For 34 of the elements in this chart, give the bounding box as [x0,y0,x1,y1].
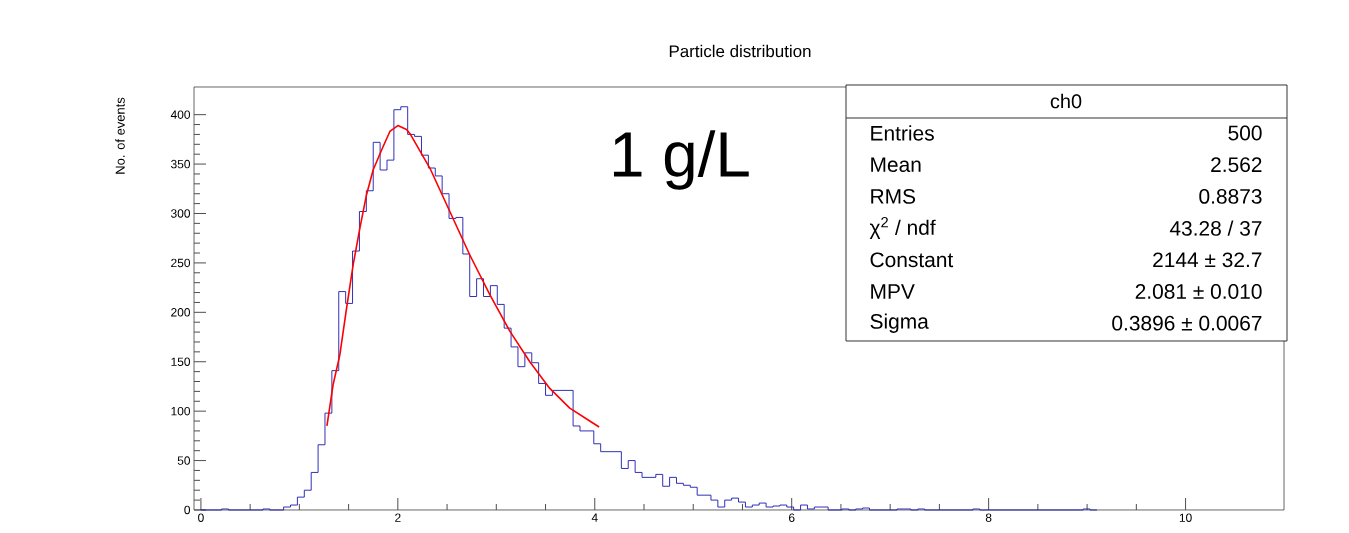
x-tick-label: 4 [591,513,598,522]
annotation: χ$^{2}$ / ndf [869,217,936,240]
annotation: 43.28 / 37 [1169,220,1262,236]
line-series [326,124,600,428]
annotation: 2.081 ± 0.010 [1135,284,1262,299]
annotation: 0.3896 ± 0.0067 [1112,315,1262,331]
annotation: RMS [871,188,916,204]
annotation: MPV [871,284,915,299]
annotation: Mean [871,157,921,172]
y-axis-title: No. of events [115,97,125,174]
annotation: 0.8873 [1199,188,1262,204]
y-tick-label: 50 [177,456,191,465]
y-tick-label: 200 [171,308,191,317]
chart-title: Particle distribution [669,44,811,58]
annotation: Constant [870,252,954,268]
x-tick-label: 2 [395,513,401,522]
y-tick-label: 100 [171,406,191,416]
annotation: Entries [871,125,934,141]
y-tick-label: 150 [171,357,191,366]
x-tick-label: 6 [788,513,795,522]
y-tick-label: 0 [184,505,191,515]
annotation: 500 [1228,125,1262,141]
y-tick-label: 250 [171,258,191,268]
y-tick-label: 400 [170,110,191,119]
x-tick-label: 8 [985,513,992,522]
y-tick-label: 350 [171,159,191,169]
y-tick-label: 300 [171,209,191,218]
x-tick-label: 0 [198,513,204,522]
annotation: ch0 [1050,93,1082,109]
annotation: 2144 ± 32.7 [1153,252,1262,268]
annotation: 2.562 [1211,157,1262,173]
x-tick-label: 10 [1179,513,1192,522]
annotation: 1 g/L [613,130,749,190]
annotation: Sigma [870,313,929,333]
